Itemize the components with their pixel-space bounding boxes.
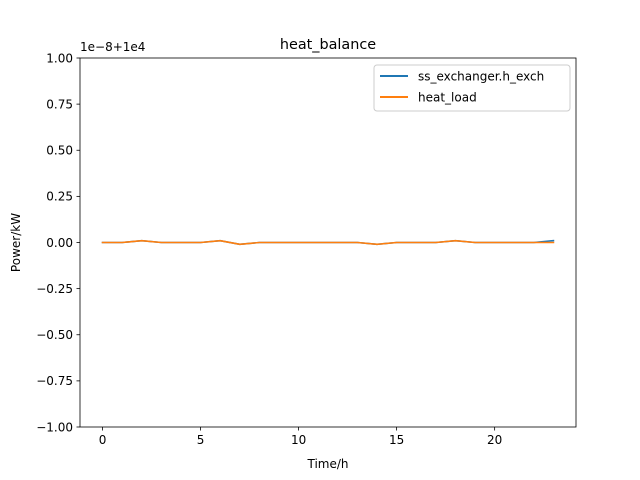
x-tick-label: 15 [389,433,404,447]
y-tick-label: −1.00 [36,420,73,434]
x-tick-label: 0 [99,433,107,447]
y-tick-label: 0.25 [46,190,73,204]
plot-frame [79,57,577,428]
legend-label-ss-exchanger: ss_exchanger.h_exch [418,70,544,84]
y-axis-ticks: −1.00 −0.75 −0.50 −0.25 0.00 0.25 0.50 0.75 1.00 [36,51,80,434]
y-tick-label: −0.75 [36,374,73,388]
x-tick-label: 20 [487,433,502,447]
y-tick-label: 1.00 [46,51,73,65]
y-tick-label: 0.50 [46,144,73,158]
x-tick-label: 5 [197,433,205,447]
y-tick-label: 0.00 [46,236,73,250]
chart-title: heat_balance [280,37,376,53]
x-tick-label: 10 [291,433,306,447]
legend: ss_exchanger.h_exch heat_load [373,64,571,112]
y-tick-label: −0.50 [36,328,73,342]
x-axis-label: Time/h [306,457,348,471]
legend-box [373,64,571,112]
y-tick-label: −0.25 [36,282,73,296]
series-line-heat-load [101,239,555,246]
y-axis-label: Power/kW [9,213,23,272]
legend-label-heat-load: heat_load [418,91,477,105]
y-tick-label: 0.75 [46,97,73,111]
y-axis-offset-label: 1e−8+1e4 [80,40,145,54]
x-axis-ticks: 0 5 10 15 20 [99,427,502,447]
series-lines [101,239,555,246]
